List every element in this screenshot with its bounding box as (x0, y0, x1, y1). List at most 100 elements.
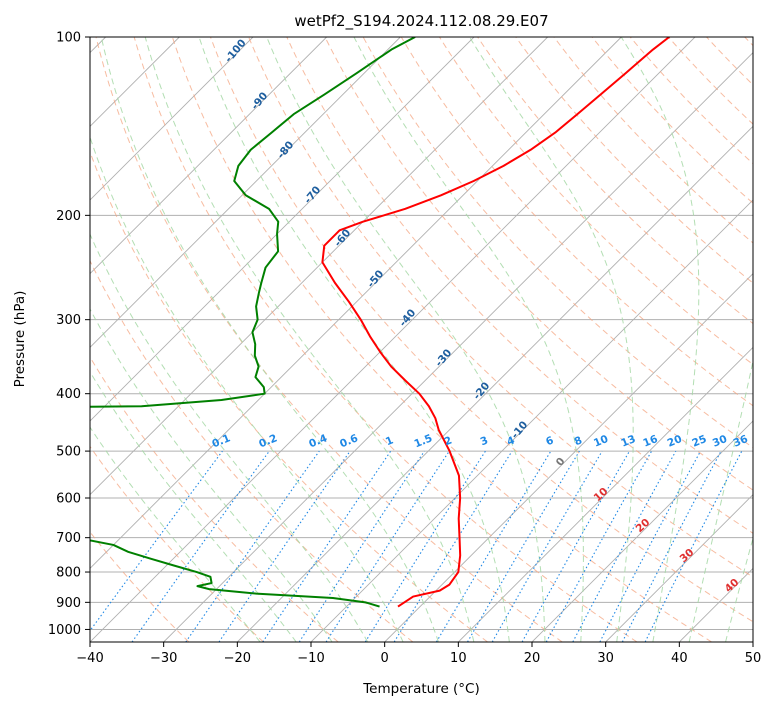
sounding-curves (90, 37, 670, 608)
moist-adiabat-30 (469, 37, 634, 642)
mixing-ratio-lines (90, 450, 743, 642)
isotherm--90 (90, 37, 327, 275)
mixing-line-25 (599, 450, 702, 642)
mixing-line-6 (435, 450, 552, 642)
moist-adiabat-5 (100, 37, 439, 642)
dry-adiabat-120 (477, 37, 753, 325)
mixing-line-1 (262, 450, 392, 642)
contour-labels: 0.1 0.2 0.4 0.6 1 1.5 2 3 4 6 8 10 13 16 20 25 30 36-100-… (210, 37, 749, 595)
dry-adiabat-140 (553, 37, 753, 244)
x-tick-label--30: −30 (150, 651, 177, 666)
moist-label--50: -50 (365, 268, 386, 290)
chart-title: wetPf2_S194.2024.112.08.29.E07 (294, 12, 548, 31)
mixing-label-10: 10 (592, 433, 610, 450)
moist-adiabat--5 (90, 233, 369, 642)
mixing-label-0.4: 0.4 (307, 432, 329, 450)
moist-adiabat-20 (266, 37, 546, 642)
moist-adiabat--10 (90, 308, 333, 642)
mixing-label-16: 16 (641, 433, 659, 450)
y-tick-label-600: 600 (56, 492, 81, 507)
isotherm--60 (90, 37, 548, 496)
y-tick-label-700: 700 (56, 531, 81, 546)
moist-label--100: -100 (223, 37, 249, 65)
y-tick-label-100: 100 (56, 31, 81, 46)
moist-adiabat-lines (90, 37, 753, 642)
moist-adiabat-0 (90, 135, 404, 642)
x-tick-label--40: −40 (76, 651, 103, 666)
mixing-label-20: 20 (666, 433, 684, 450)
x-tick-label-10: 10 (450, 651, 467, 666)
moist-adiabat--20 (90, 426, 261, 642)
isotherm--40 (90, 37, 696, 642)
mixing-line-4 (393, 450, 513, 642)
x-tick-label-20: 20 (524, 651, 541, 666)
mixing-label-6: 6 (544, 434, 555, 448)
isotherm-10 (458, 346, 753, 642)
mixing-line-2 (325, 450, 450, 642)
moist-label--40: -40 (397, 307, 418, 329)
mixing-line-0.6 (218, 450, 351, 642)
moist-adiabat-10 (144, 37, 475, 642)
mixing-label-13: 13 (619, 433, 637, 450)
x-tick-label--20: −20 (224, 651, 251, 666)
dry-adiabat--30 (90, 531, 190, 642)
y-tick-label-300: 300 (56, 313, 81, 328)
dry-adiabat-40 (171, 37, 712, 642)
mixing-label-4: 4 (505, 434, 516, 448)
horizontal-gridlines (90, 37, 753, 630)
x-tick-label-40: 40 (671, 651, 688, 666)
y-axis-label: Pressure (hPa) (12, 291, 28, 388)
mixing-line-16 (545, 450, 653, 642)
moist-adiabat--15 (90, 370, 297, 642)
moist-adiabat-35 (620, 37, 700, 642)
isotherm--100 (90, 37, 254, 201)
dry-adiabat-160 (629, 37, 753, 165)
dry-label-30: 30 (678, 546, 697, 565)
moist-label-0: 0 (554, 455, 568, 468)
isotherm-20 (531, 420, 753, 642)
mixing-line-0.1 (90, 450, 223, 632)
moist-adiabat-40 (688, 358, 753, 642)
isotherm--70 (90, 37, 475, 422)
mixing-line-10 (491, 450, 603, 642)
moist-adiabat-15 (198, 37, 510, 642)
y-tick-label-200: 200 (56, 209, 81, 224)
isotherm-lines (90, 37, 753, 642)
mixing-line-8 (467, 450, 580, 642)
moist-adiabat-45 (725, 536, 753, 642)
dry-adiabat-180 (706, 37, 753, 86)
isotherm-30 (605, 494, 753, 642)
x-tick-label-30: 30 (597, 651, 614, 666)
isotherm--50 (90, 37, 622, 569)
y-tick-label-400: 400 (56, 387, 81, 402)
mixing-label-3: 3 (479, 434, 490, 448)
plot-frame (89, 36, 754, 643)
isotherm--30 (163, 52, 753, 642)
dry-adiabat-20 (95, 37, 563, 642)
dry-adiabat--20 (90, 445, 264, 642)
x-tick-label--10: −10 (297, 651, 324, 666)
dry-adiabat-lines (90, 37, 753, 642)
dry-label-20: 20 (634, 516, 653, 535)
moist-label--20: -20 (471, 380, 492, 402)
isotherm-50 (752, 641, 753, 642)
dry-adiabat-60 (248, 37, 753, 578)
x-tick-label-0: 0 (381, 651, 389, 666)
moist-adiabat-25 (353, 37, 584, 642)
dry-adiabat-90 (362, 37, 753, 449)
x-tick-label-50: 50 (745, 651, 762, 666)
y-tick-label-800: 800 (56, 566, 81, 581)
dry-adiabat-80 (324, 37, 753, 491)
moist-label--80: -80 (275, 139, 296, 161)
isotherm-40 (679, 567, 753, 642)
mixing-label-0.1: 0.1 (210, 432, 232, 450)
moist-label--30: -30 (433, 347, 454, 369)
mixing-label-30: 30 (711, 433, 729, 450)
moist-label--60: -60 (332, 227, 353, 249)
dry-adiabat-100 (400, 37, 753, 407)
isotherm-0 (384, 273, 753, 642)
y-tick-label-1000: 1000 (48, 623, 81, 638)
x-axis-label: Temperature (°C) (362, 681, 480, 697)
dry-adiabat-10 (90, 150, 488, 642)
mixing-label-1: 1 (384, 434, 395, 448)
